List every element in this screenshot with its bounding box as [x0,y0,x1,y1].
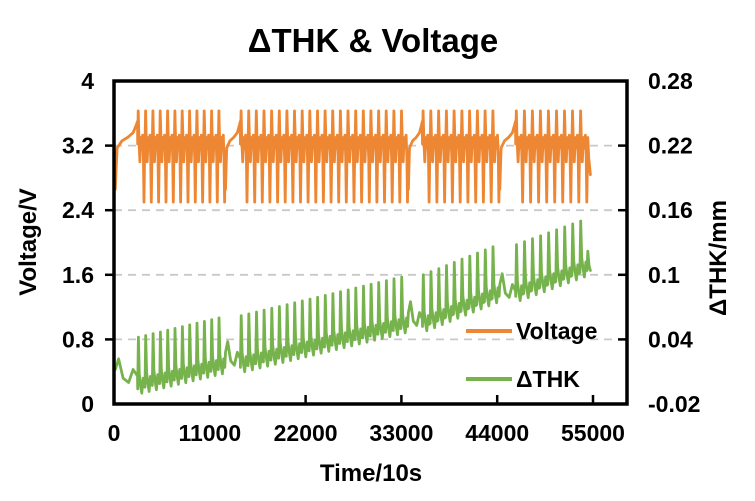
x-tick-label: 33000 [369,420,433,446]
axis-tick-marks [105,144,627,404]
x-axis-tick-labels: 0 11000 22000 33000 44000 55000 [108,420,625,446]
y-right-tick-label: 0.1 [648,262,680,288]
y-left-tick-label: 0.8 [62,326,94,352]
y-left-tick-label: 2.4 [62,197,94,223]
y-axis-right-label: ΔTHK/mm [705,200,732,316]
chart-title: ΔTHK & Voltage [248,22,498,59]
y-left-tick-label: 4 [81,68,94,94]
legend: Voltage ΔTHK [466,318,597,392]
x-axis-label: Time/10s [320,460,422,487]
x-tick-label: 11000 [178,420,241,446]
y-axis-left-tick-labels: 0 0.8 1.6 2.4 3.2 4 [62,68,94,417]
voltage-line [113,109,592,204]
x-tick-label: 44000 [465,420,529,446]
y-axis-right-tick-labels: -0.02 0.04 0.1 0.16 0.22 0.28 [648,68,700,417]
y-right-tick-label: 0.22 [648,133,693,159]
y-right-tick-label: 0.28 [648,68,693,94]
plot-border [112,79,629,406]
y-right-tick-label: 0.04 [648,326,693,352]
x-tick-label: 55000 [561,420,625,446]
legend-voltage-label: Voltage [516,318,597,344]
x-tick-label: 22000 [274,420,338,446]
x-tick-label: 0 [108,420,121,446]
y-left-tick-label: 3.2 [62,133,94,159]
y-axis-left-label: Voltage/V [15,188,42,296]
y-left-tick-label: 0 [81,391,94,417]
legend-thk-label: ΔTHK [516,366,580,392]
delta-thk-line [113,219,592,395]
y-right-tick-label: -0.02 [648,391,700,417]
y-right-tick-label: 0.16 [648,197,693,223]
y-left-tick-label: 1.6 [62,262,94,288]
